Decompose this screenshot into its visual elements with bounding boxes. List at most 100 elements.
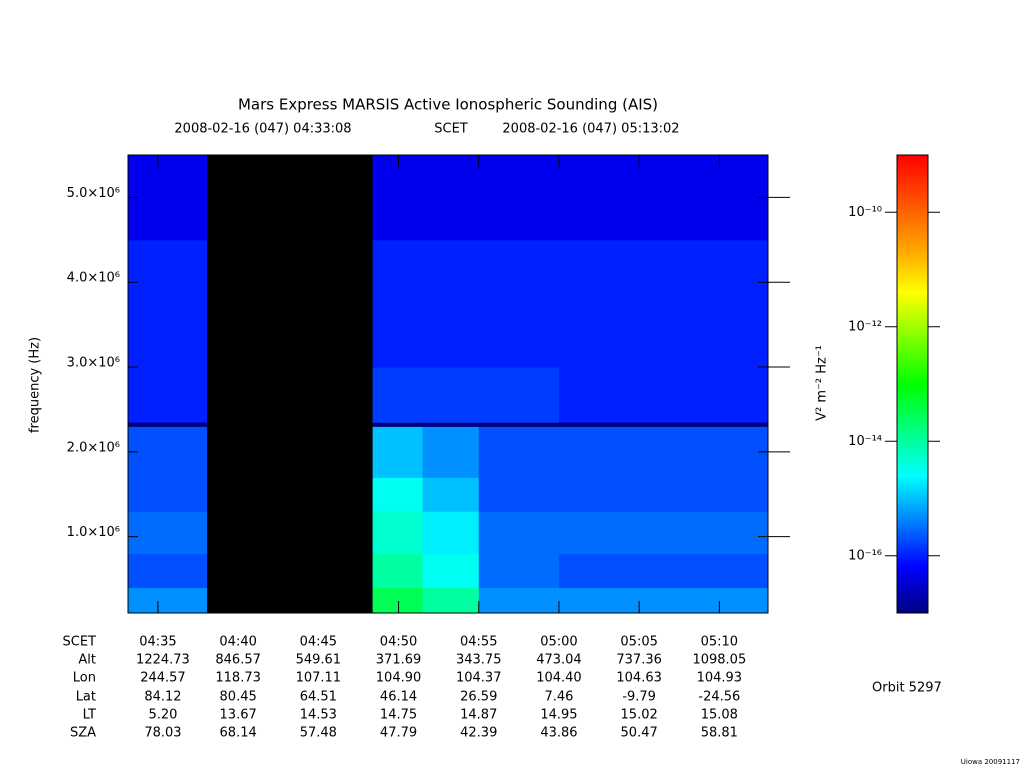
table-value: 26.59: [460, 690, 497, 705]
table-row-label: LT: [83, 708, 96, 723]
spectrogram-cell: [558, 426, 769, 478]
spectrogram-cell: [478, 422, 560, 427]
spectrogram-cell: [558, 511, 769, 555]
spectrogram-cell: [128, 426, 208, 478]
time-system: SCET: [434, 122, 468, 137]
spectrogram-cell: [422, 367, 480, 423]
table-value: 46.14: [380, 690, 417, 705]
table-value: -9.79: [622, 690, 656, 705]
table-value: 58.81: [701, 726, 738, 741]
spectrogram-cell: [372, 422, 424, 427]
colorbar-tick-label: 10⁻¹⁶: [848, 548, 882, 563]
spectrogram-cell: [478, 426, 560, 478]
table-value: 244.57: [140, 671, 186, 686]
x-tick-label: 05:10: [701, 635, 738, 650]
table-value: 42.39: [460, 726, 497, 741]
x-tick-label: 04:55: [460, 635, 497, 650]
spectrogram-cell: [422, 155, 480, 241]
table-value: 104.93: [697, 671, 743, 686]
spectrogram-cell: [128, 553, 208, 589]
spectrogram-cell: [207, 511, 374, 555]
plot-frame: [127, 154, 769, 614]
x-tick-label: 05:00: [540, 635, 577, 650]
table-value: 737.36: [616, 653, 662, 668]
table-value: 57.48: [300, 726, 337, 741]
spectrogram-cell: [422, 553, 480, 589]
table-value: 343.75: [456, 653, 502, 668]
table-value: 104.37: [456, 671, 502, 686]
table-value: 118.73: [215, 671, 261, 686]
y-tick-label: 2.0×10⁶: [67, 440, 120, 455]
spectrogram-cell: [128, 155, 208, 241]
x-tick-label: 04:35: [139, 635, 176, 650]
table-value: 107.11: [296, 671, 342, 686]
spectrogram-cell: [478, 367, 560, 423]
table-row-label: Alt: [78, 653, 96, 668]
colorbar-label: V² m⁻² Hz⁻¹: [815, 345, 830, 421]
table-value: 84.12: [144, 690, 181, 705]
spectrogram-cell: [558, 553, 769, 589]
spectrogram-cell: [558, 422, 769, 427]
spectrogram-cell: [478, 511, 560, 555]
x-tick-label: 05:05: [620, 635, 657, 650]
spectrogram-cell: [372, 477, 424, 512]
x-tick-label: 04:50: [380, 635, 417, 650]
spectrogram-cell: [558, 477, 769, 512]
spectrogram-cell: [372, 367, 424, 423]
spectrogram-cell: [128, 367, 208, 423]
spectrogram-cell: [422, 422, 480, 427]
colorbar-tick-label: 10⁻¹⁴: [848, 434, 882, 449]
credit: Uiowa 20091117: [961, 758, 1020, 766]
table-value: 68.14: [220, 726, 257, 741]
spectrogram-cell: [478, 587, 560, 614]
table-value: 7.46: [544, 690, 573, 705]
spectrogram-cell: [207, 587, 374, 614]
start-time: 2008-02-16 (047) 04:33:08: [174, 122, 351, 137]
spectrogram-cell: [372, 426, 424, 478]
spectrogram-cell: [207, 477, 374, 512]
colorbar: [896, 154, 929, 614]
spectrogram-cell: [372, 587, 424, 614]
orbit: Orbit 5297: [872, 681, 942, 696]
spectrogram-cell: [422, 426, 480, 478]
table-value: 14.53: [300, 708, 337, 723]
spectrogram-cell: [207, 553, 374, 589]
spectrogram-cell: [128, 587, 208, 614]
y-tick-label: 3.0×10⁶: [67, 356, 120, 371]
spectrogram-cell: [558, 155, 769, 241]
table-value: 78.03: [144, 726, 181, 741]
table-value: 14.87: [460, 708, 497, 723]
spectrogram-cell: [128, 422, 208, 427]
spectrogram-cell: [558, 239, 769, 368]
table-value: 47.79: [380, 726, 417, 741]
table-row-label: Lat: [76, 690, 96, 705]
table-value: 43.86: [540, 726, 577, 741]
y-tick-label: 5.0×10⁶: [67, 186, 120, 201]
table-value: 13.67: [220, 708, 257, 723]
spectrogram-cell: [558, 587, 769, 614]
spectrogram-cell: [372, 553, 424, 589]
spectrogram-cell: [478, 155, 560, 241]
table-value: 50.47: [621, 726, 658, 741]
table-row-label: Lon: [73, 671, 96, 686]
table-value: 80.45: [220, 690, 257, 705]
table-value: 1098.05: [692, 653, 746, 668]
x-tick-label: 04:40: [219, 635, 256, 650]
spectrogram-cell: [422, 587, 480, 614]
table-value: 15.08: [701, 708, 738, 723]
spectrogram-cell: [207, 422, 374, 427]
spectrogram-cell: [207, 367, 374, 423]
table-value: 1224.73: [136, 653, 190, 668]
table-value: 104.90: [376, 671, 422, 686]
spectrogram-cell: [372, 155, 424, 241]
colorbar-tick-label: 10⁻¹²: [848, 319, 882, 334]
spectrogram-cell: [128, 511, 208, 555]
table-value: 15.02: [621, 708, 658, 723]
spectrogram-cell: [478, 239, 560, 368]
y-axis-label: frequency (Hz): [28, 337, 43, 433]
table-row-label: SZA: [70, 726, 96, 741]
table-value: 104.63: [616, 671, 662, 686]
spectrogram-cell: [207, 426, 374, 478]
table-value: 14.75: [380, 708, 417, 723]
